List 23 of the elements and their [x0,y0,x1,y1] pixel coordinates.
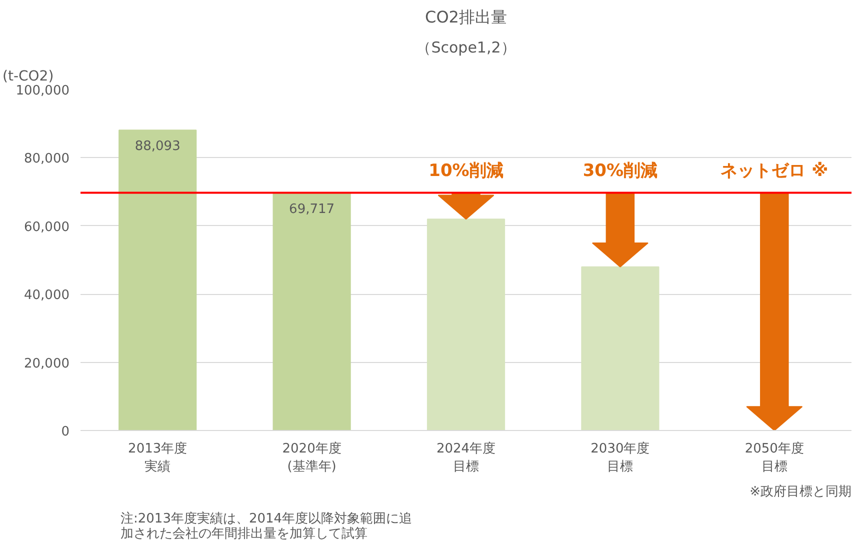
annotation: ネットゼロ ※ [720,160,828,181]
y-tick-label: 60,000 [24,220,70,235]
data-label: 69,717 [289,202,335,217]
x-tick-label: 2050年度目標 [744,440,804,474]
text: 注:2013年度実績は、2014年度以降対象範囲に追加された会社の年間排出量を加算して試算 [120,510,412,542]
chart-title: CO2排出量 [425,8,507,26]
y-tick-label: 20,000 [24,356,70,372]
bar [272,192,351,430]
y-tick-label: 0 [61,424,70,440]
chart-subtitle: （Scope1,2） [416,38,516,56]
annotation: 10%削減 [428,160,504,181]
x-tick-label: 2024年度目標 [436,440,496,474]
x-tick-label: 2030年度目標 [590,440,650,474]
y-tick-label: 80,000 [24,152,70,167]
data-label: 88,093 [134,139,180,154]
x-tick-label: 2013年度実績 [128,440,188,474]
x-tick-label: 2020年度(基準年) [282,440,342,474]
annotation: 30%削減 [582,160,658,181]
y-tick-label: 40,000 [24,288,70,304]
y-axis-title: (t-CO2) [2,68,54,84]
bar [118,130,197,430]
y-tick-label: 100,000 [16,84,70,98]
text: ※政府目標と同期 [750,484,852,500]
